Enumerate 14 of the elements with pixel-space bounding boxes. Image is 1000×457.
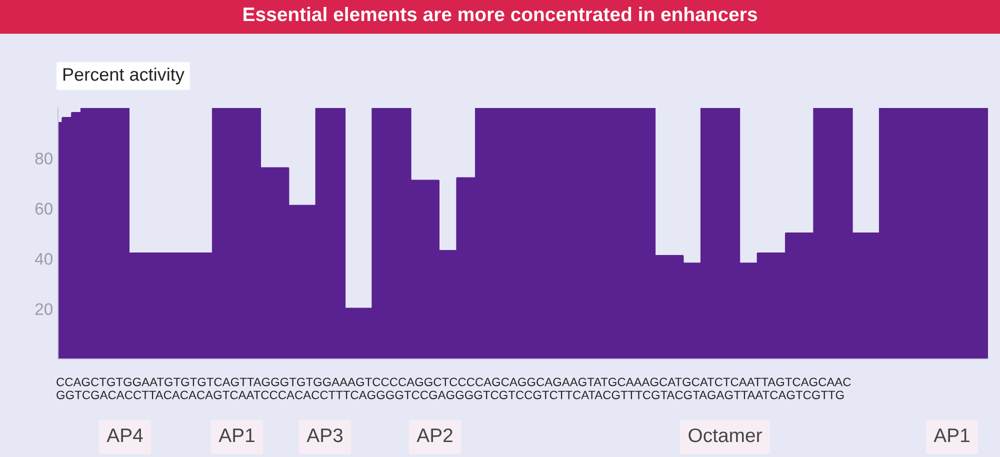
text: Octamer [688, 428, 762, 442]
text: AP2 [416, 428, 452, 442]
y-tick-label: 60 [35, 202, 52, 215]
text: AP4 [106, 428, 143, 442]
text: AP1 [934, 428, 970, 442]
y-axis-title: Percent activity [63, 68, 184, 84]
y-tick-label: 20 [35, 303, 52, 316]
chart-title: Essential elements are more concentrated in enhancers [244, 6, 757, 22]
text: AP1 [218, 428, 254, 442]
text: CCAGCTGTGGAATGTGTGTCAGTTAGGGTGTGGAAAGTCCCCAGGCTCCCCAGCAGGCAGAAGTATGCAAAGCATGCATCTCAATTAGTCAGCAAC [56, 378, 851, 386]
y-tick-label: 80 [35, 152, 52, 164]
text: AP3 [306, 428, 343, 442]
text: GGTCGACACCTTACACACAGTCAATCCCACACCTTTCAGGGGTCCGAGGGGTCGTCCGTCTTCATACGTTTCGTACGTAGAGTTAATCAGTCGTTG [56, 390, 844, 400]
y-tick-label: 40 [34, 253, 52, 265]
